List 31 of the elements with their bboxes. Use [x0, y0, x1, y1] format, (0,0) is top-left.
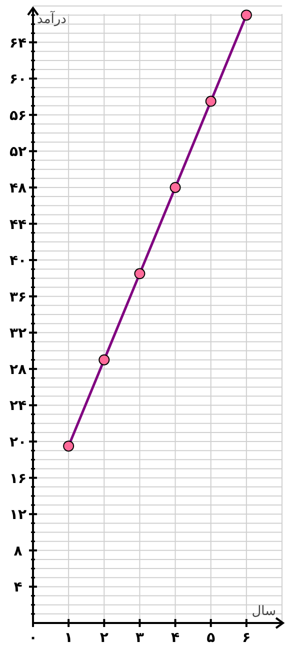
- x-tick-label: ۴: [171, 630, 180, 646]
- y-tick-label: ۴۸: [9, 180, 27, 196]
- y-axis-title: درآمد: [37, 10, 67, 27]
- y-tick-label: ۶۰: [9, 72, 27, 88]
- y-tick-label: ۵۶: [9, 108, 27, 124]
- y-tick-label: ۱۶: [9, 470, 27, 487]
- y-tick-label: ۸: [14, 543, 23, 560]
- y-tick-label: ۱۲: [9, 507, 27, 524]
- point: [63, 440, 74, 452]
- point: [240, 10, 252, 21]
- x-axis-title: سال: [252, 604, 276, 619]
- point: [98, 354, 110, 366]
- x-tick-label: ۲: [100, 630, 109, 646]
- y-tick-label: ۳۶: [9, 289, 27, 306]
- point: [134, 268, 146, 280]
- x-tick-label: ۰: [28, 630, 38, 646]
- y-tick-label: ۲۴: [9, 398, 27, 414]
- y-tick-label: ۴۰: [9, 253, 27, 270]
- x-tick-label: ۳: [135, 630, 144, 646]
- x-tick-label: ۶: [242, 630, 251, 646]
- x-tick-label: ۱: [64, 630, 73, 646]
- point: [170, 182, 181, 193]
- y-tick-label: ۴۴: [9, 216, 27, 233]
- y-tick-label: ۲۰: [9, 434, 27, 451]
- y-tick-label: ۲۸: [9, 362, 27, 378]
- y-tick-label: ۵۲: [9, 144, 27, 160]
- y-tick-label: ۶۴: [9, 35, 27, 52]
- y-tick-label: ۳۲: [9, 326, 27, 342]
- y-tick-label: ۴: [14, 580, 23, 596]
- x-tick-label: ۵: [206, 630, 216, 646]
- point: [205, 96, 216, 107]
